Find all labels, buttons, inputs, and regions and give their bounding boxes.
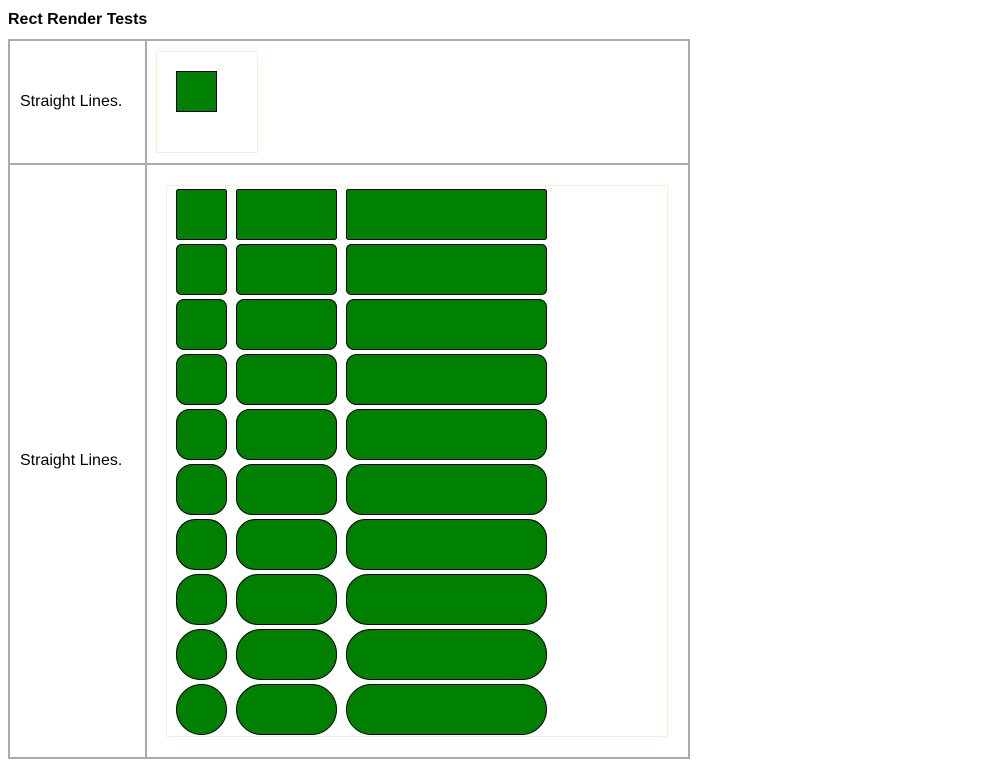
square-rect bbox=[176, 71, 217, 112]
rounded-rect-r6-c1 bbox=[176, 464, 227, 515]
rounded-rect-r10-c3 bbox=[346, 684, 547, 735]
rounded-rect-r10-c2 bbox=[236, 684, 337, 735]
canvas-border bbox=[166, 185, 668, 737]
column-divider bbox=[145, 41, 147, 757]
rounded-rect-r5-c1 bbox=[176, 409, 227, 460]
rounded-rect-r5-c2 bbox=[236, 409, 337, 460]
rounded-rect-r1-c1 bbox=[176, 189, 227, 240]
rounded-rect-r7-c1 bbox=[176, 519, 227, 570]
rounded-rect-r2-c3 bbox=[346, 244, 547, 295]
rounded-rect-r7-c3 bbox=[346, 519, 547, 570]
rounded-rect-r4-c3 bbox=[346, 354, 547, 405]
rounded-rect-r9-c2 bbox=[236, 629, 337, 680]
test-canvas-2 bbox=[166, 185, 668, 737]
rounded-rect-r9-c3 bbox=[346, 629, 547, 680]
row-label: Straight Lines. bbox=[20, 452, 123, 469]
rounded-rect-r4-c1 bbox=[176, 354, 227, 405]
rounded-rect-r3-c2 bbox=[236, 299, 337, 350]
rounded-rect-r7-c2 bbox=[236, 519, 337, 570]
rounded-rect-r2-c2 bbox=[236, 244, 337, 295]
rounded-rect-r4-c2 bbox=[236, 354, 337, 405]
rounded-rect-r1-c2 bbox=[236, 189, 337, 240]
row-divider bbox=[10, 163, 688, 165]
rounded-rect-r8-c1 bbox=[176, 574, 227, 625]
rounded-rect-r9-c1 bbox=[176, 629, 227, 680]
rounded-rect-r3-c3 bbox=[346, 299, 547, 350]
rounded-rect-r1-c3 bbox=[346, 189, 547, 240]
test-canvas-1 bbox=[156, 51, 258, 153]
rounded-rect-r8-c3 bbox=[346, 574, 547, 625]
rounded-rect-r3-c1 bbox=[176, 299, 227, 350]
rounded-rect-r6-c3 bbox=[346, 464, 547, 515]
rounded-rect-r6-c2 bbox=[236, 464, 337, 515]
rounded-rect-r10-c1 bbox=[176, 684, 227, 735]
test-table: Straight Lines. Straight Lines. bbox=[8, 39, 690, 759]
rounded-rect-r8-c2 bbox=[236, 574, 337, 625]
rounded-rect-r5-c3 bbox=[346, 409, 547, 460]
row-label: Straight Lines. bbox=[20, 93, 123, 110]
page-title: Rect Render Tests bbox=[8, 11, 148, 28]
canvas-border bbox=[156, 51, 258, 153]
rounded-rect-r2-c1 bbox=[176, 244, 227, 295]
